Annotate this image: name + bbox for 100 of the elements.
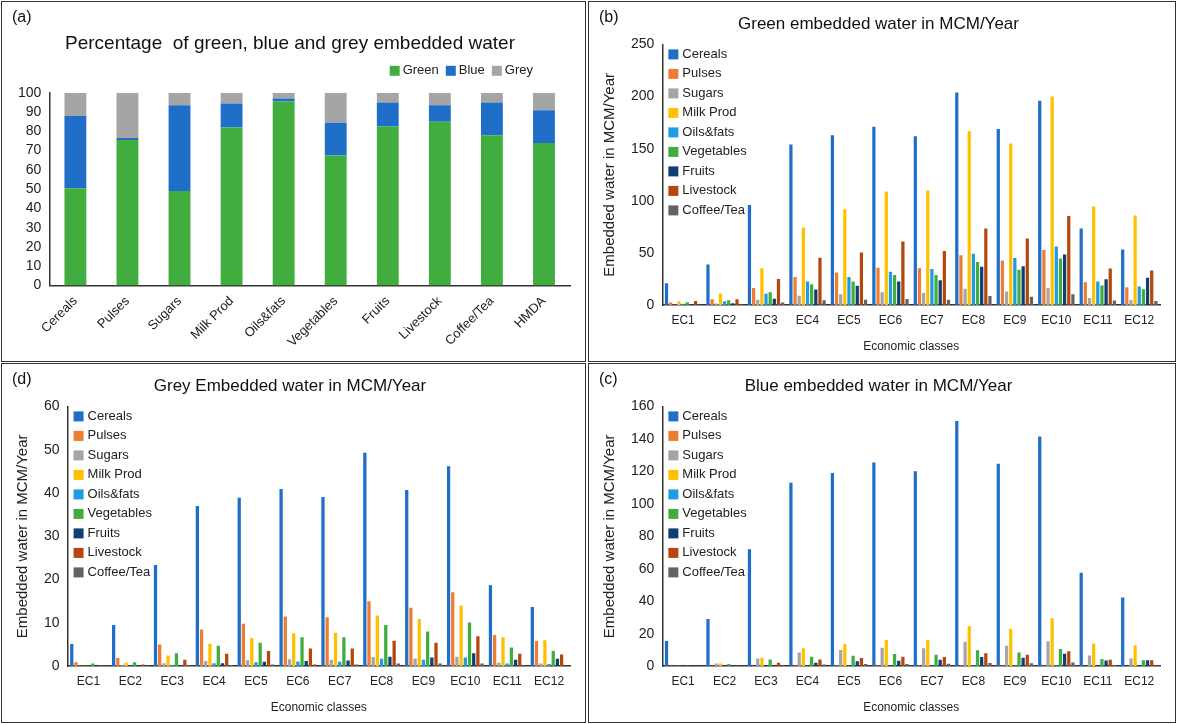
bar bbox=[847, 277, 851, 306]
x-axis-title: Economic classes bbox=[863, 700, 960, 715]
bar bbox=[116, 92, 139, 139]
bar bbox=[547, 664, 551, 667]
bar bbox=[747, 549, 752, 667]
bar bbox=[346, 660, 350, 667]
bar bbox=[888, 271, 893, 306]
legend-label: Pulses bbox=[682, 65, 722, 81]
x-tick-label: EC1 bbox=[671, 673, 696, 688]
y-tick-label: 0 bbox=[33, 276, 42, 293]
bar bbox=[938, 659, 942, 667]
x-tick-label: EC4 bbox=[795, 312, 820, 327]
bar bbox=[917, 268, 922, 306]
bar bbox=[367, 601, 371, 667]
x-tick-label: EC2 bbox=[712, 673, 737, 688]
text: (c) bbox=[599, 370, 618, 388]
bar bbox=[818, 257, 822, 306]
bar bbox=[153, 564, 158, 667]
bar bbox=[975, 261, 980, 306]
bar bbox=[376, 92, 399, 103]
bar bbox=[1046, 641, 1050, 667]
x-tick-label: EC11 bbox=[1083, 673, 1113, 688]
bar bbox=[938, 280, 942, 306]
x-tick-label: EC7 bbox=[328, 673, 352, 688]
bar bbox=[922, 648, 926, 667]
legend-label: Green bbox=[402, 62, 439, 78]
bar bbox=[980, 656, 984, 667]
x-tick-label: EC7 bbox=[920, 312, 944, 327]
bar bbox=[208, 643, 212, 667]
bar bbox=[1121, 597, 1125, 667]
bar bbox=[488, 585, 493, 667]
bar bbox=[830, 472, 834, 667]
bar bbox=[818, 659, 822, 667]
bar bbox=[241, 623, 246, 667]
bar bbox=[805, 281, 810, 306]
bar bbox=[1108, 268, 1112, 306]
bar bbox=[776, 279, 781, 306]
bar bbox=[1121, 249, 1125, 306]
x-tick-label: EC5 bbox=[837, 312, 861, 327]
x-tick-label: EC4 bbox=[795, 673, 820, 688]
bar bbox=[834, 272, 839, 306]
legend-label: Coffee/Tea bbox=[87, 563, 151, 579]
bar bbox=[980, 266, 984, 306]
bar bbox=[1050, 96, 1054, 306]
bar bbox=[220, 103, 243, 128]
bar bbox=[287, 659, 292, 667]
bar bbox=[1013, 257, 1017, 306]
bar bbox=[1079, 228, 1083, 306]
bar bbox=[533, 92, 555, 111]
legend-label: Fruits bbox=[682, 524, 716, 540]
legend-label: Livestock bbox=[87, 544, 143, 560]
bar bbox=[706, 619, 710, 667]
bar bbox=[822, 300, 826, 306]
bar bbox=[810, 284, 814, 306]
y-tick-label: 160 bbox=[631, 397, 655, 414]
bar bbox=[388, 656, 392, 667]
bar bbox=[905, 663, 909, 667]
bar bbox=[459, 605, 463, 667]
bar bbox=[405, 489, 409, 667]
bar bbox=[480, 663, 484, 667]
bar bbox=[530, 606, 534, 667]
bar bbox=[64, 115, 87, 189]
bar bbox=[747, 205, 752, 306]
x-axis-title: Economic classes bbox=[270, 700, 367, 715]
bar bbox=[220, 663, 225, 667]
bar bbox=[859, 252, 864, 306]
bar bbox=[905, 298, 909, 306]
x-tick-label: EC2 bbox=[712, 312, 737, 327]
bar bbox=[467, 622, 472, 667]
bar bbox=[922, 293, 926, 306]
y-axis-title: Embedded water in MCM/Year bbox=[600, 72, 618, 277]
y-tick-label: 20 bbox=[638, 624, 655, 641]
bar bbox=[1058, 648, 1063, 667]
bar bbox=[843, 209, 847, 306]
bar bbox=[735, 299, 739, 306]
bar bbox=[855, 285, 859, 306]
bar bbox=[664, 283, 669, 306]
bar bbox=[413, 658, 417, 667]
bar bbox=[324, 122, 347, 156]
bar bbox=[955, 92, 959, 306]
x-tick-label: EC6 bbox=[878, 673, 903, 688]
bar bbox=[112, 625, 116, 667]
bar bbox=[1054, 246, 1058, 306]
x-tick-label: EC3 bbox=[754, 312, 779, 327]
bar bbox=[220, 92, 243, 104]
bar bbox=[376, 126, 399, 286]
bar bbox=[543, 640, 547, 667]
bar bbox=[1004, 645, 1009, 667]
chart-title: Percentage of green, blue and grey embedded water bbox=[65, 31, 516, 53]
bar bbox=[168, 191, 191, 286]
bar bbox=[843, 643, 847, 667]
bar bbox=[1150, 660, 1154, 667]
y-tick-label: 250 bbox=[631, 35, 655, 52]
bar bbox=[727, 300, 731, 306]
bar bbox=[768, 292, 772, 306]
x-tick-label: EC10 bbox=[1041, 673, 1072, 688]
text: (b) bbox=[599, 8, 619, 26]
bar bbox=[797, 652, 801, 667]
y-tick-label: 100 bbox=[631, 494, 655, 511]
bar bbox=[70, 644, 74, 667]
